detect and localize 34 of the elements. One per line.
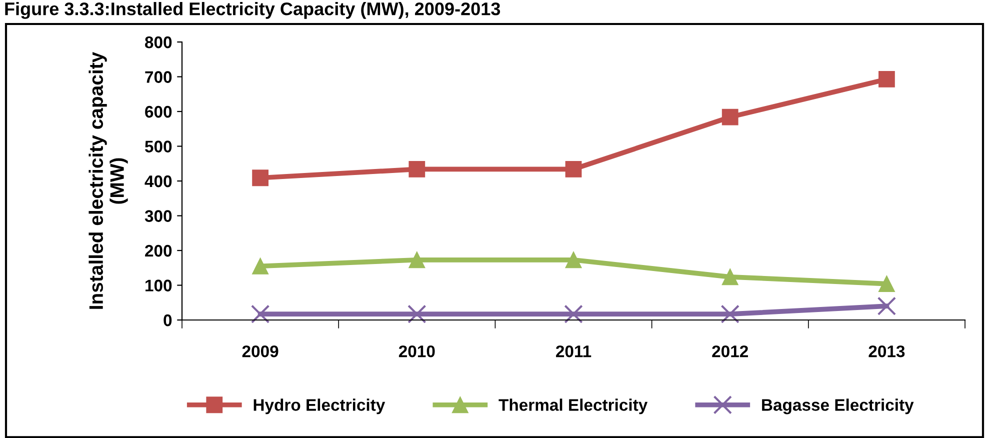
y-axis-title: Installed electricity capacity (MW)	[88, 52, 128, 309]
point	[878, 276, 895, 292]
x-tick-label: 2010	[398, 345, 435, 358]
chart-title: Figure 3.3.3:Installed Electricity Capacity (MW), 2009-2013	[5, 2, 500, 19]
point	[877, 296, 896, 316]
x-tick-label: 2012	[712, 345, 748, 358]
legend-label: Bagasse Electricity	[762, 398, 914, 414]
y-tick-label: 700	[145, 71, 172, 83]
legend-label: Hydro Electricity	[254, 398, 386, 414]
x-tick-label: 2013	[868, 345, 905, 358]
point	[250, 304, 270, 324]
point	[252, 170, 268, 186]
y-tick-label: 600	[145, 106, 172, 118]
point	[564, 304, 583, 324]
legend-label: Thermal Electricity	[498, 398, 648, 414]
y-tick-label: 500	[144, 140, 172, 152]
y-tick-label: 0	[164, 314, 172, 326]
point	[565, 252, 582, 268]
y-tick-label: 800	[145, 36, 172, 48]
point	[408, 160, 426, 178]
point	[720, 304, 740, 324]
y-tick-label: 300	[144, 210, 172, 222]
x-tick-label: 2011	[556, 345, 592, 358]
point	[722, 268, 738, 286]
point	[408, 252, 426, 268]
x-tick-label: 2009	[242, 345, 278, 358]
point	[565, 160, 582, 178]
y-tick-label: 100	[146, 280, 172, 292]
point	[878, 70, 895, 88]
y-tick-label: 200	[145, 244, 172, 257]
y-tick-label: 400	[144, 175, 172, 188]
point	[408, 304, 426, 324]
point	[722, 108, 738, 126]
point	[252, 258, 268, 274]
